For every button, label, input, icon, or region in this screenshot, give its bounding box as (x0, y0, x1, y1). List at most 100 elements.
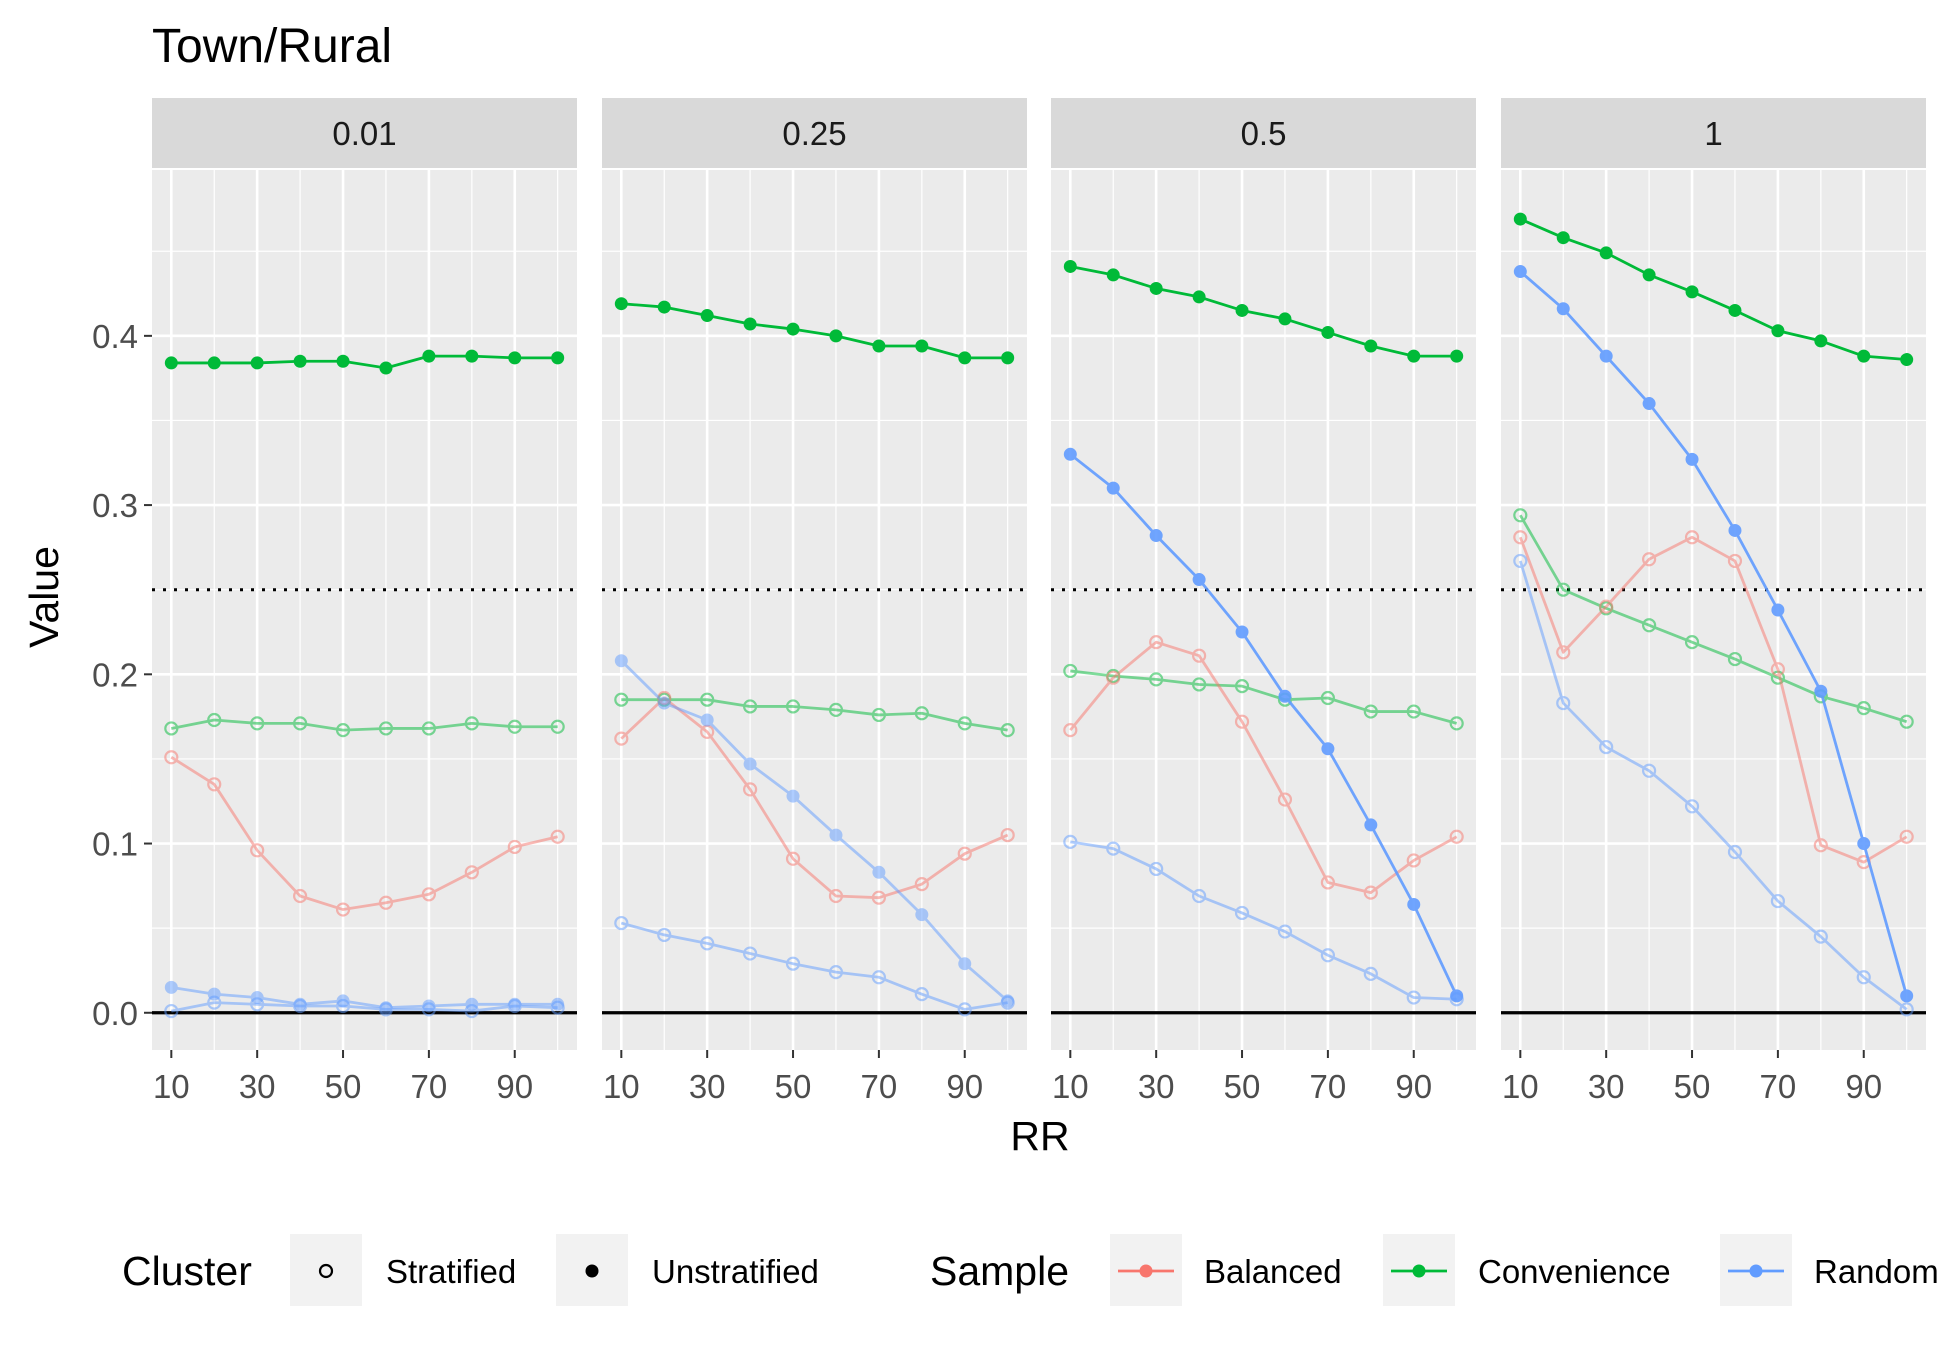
data-point (1106, 670, 1121, 685)
data-point (1513, 212, 1527, 226)
data-point (335, 723, 351, 738)
data-point (207, 356, 221, 370)
data-point (550, 1000, 565, 1015)
data-point (1278, 312, 1292, 326)
data-point (1406, 704, 1421, 719)
data-point (1364, 339, 1378, 353)
data-point (614, 692, 629, 707)
series-balanced-stratified (1513, 530, 1914, 870)
data-point (700, 936, 715, 951)
data-point (1106, 268, 1120, 282)
data-point (551, 351, 565, 365)
panel-0.01: 0.01 10 30 50 70 90 0.0 0.1 0.2 0.3 0.4 (92, 98, 577, 1105)
data-point (785, 699, 801, 714)
data-point (1235, 303, 1249, 317)
series-convenience-unstratified (1063, 259, 1464, 363)
data-point (743, 699, 758, 714)
data-point (1727, 844, 1743, 860)
legend-title-sample: Sample (930, 1248, 1069, 1294)
panel-background (602, 170, 1027, 1050)
legend-key-solid-point (585, 1264, 599, 1278)
data-point (1321, 325, 1335, 339)
data-point (1406, 853, 1421, 868)
data-point (1727, 553, 1743, 569)
data-point (1406, 990, 1421, 1005)
data-point (1513, 530, 1528, 545)
x-tick-label: 70 (861, 1068, 898, 1105)
data-point (1063, 834, 1078, 849)
data-point (378, 1002, 394, 1017)
series-random-unstratified (1513, 265, 1914, 1003)
data-point (1000, 723, 1015, 738)
data-point (614, 654, 628, 668)
data-point (1771, 603, 1785, 617)
data-point (1234, 714, 1250, 729)
data-point (743, 782, 758, 797)
data-point (1192, 648, 1207, 663)
data-point (1063, 259, 1077, 273)
data-point (1277, 792, 1293, 807)
data-point (700, 309, 714, 323)
data-point (335, 998, 351, 1014)
data-point (1513, 553, 1528, 569)
data-point (915, 339, 929, 353)
data-point (421, 721, 436, 736)
x-tick-label: 70 (411, 1068, 448, 1105)
series-convenience-unstratified (164, 349, 565, 375)
data-point (1856, 701, 1871, 716)
data-point (1556, 645, 1571, 660)
series-convenience-stratified (164, 712, 565, 738)
data-point (1106, 481, 1120, 495)
data-point (1642, 268, 1656, 282)
data-point (1556, 231, 1570, 245)
data-point (1771, 324, 1785, 338)
data-point (1063, 447, 1077, 461)
series-line (1070, 840, 1457, 1001)
data-point (1320, 948, 1335, 963)
data-point (1684, 799, 1700, 814)
data-point (250, 997, 265, 1012)
y-tick-label: 0.4 (92, 318, 138, 355)
series-balanced-stratified (1063, 635, 1464, 900)
legend: Cluster Stratified Unstratified Sample Balan… (122, 1234, 1939, 1306)
x-tick-label: 90 (1845, 1068, 1882, 1105)
series-line (1518, 560, 1908, 1011)
data-point (207, 712, 222, 728)
data-point (1106, 841, 1121, 856)
data-point (164, 721, 179, 736)
series-line (621, 302, 1008, 360)
data-point (828, 702, 844, 717)
data-point (1642, 552, 1657, 567)
data-point (1450, 349, 1464, 363)
data-point (785, 956, 801, 971)
y-tick-label: 0.2 (92, 656, 138, 693)
series-line (171, 1001, 558, 1013)
legend-item-balanced: Balanced (1110, 1234, 1342, 1306)
data-point (465, 349, 479, 363)
data-point (1407, 349, 1421, 363)
x-tick-label: 30 (689, 1068, 726, 1105)
data-point (871, 890, 886, 905)
series-line (621, 698, 1008, 732)
data-point (164, 1003, 179, 1019)
strip-background (1051, 98, 1476, 168)
series-line (1070, 669, 1458, 725)
data-point (507, 719, 522, 734)
data-point (335, 902, 351, 917)
data-point (550, 829, 565, 844)
data-point (1728, 303, 1742, 317)
data-point (1556, 695, 1571, 711)
data-point (1192, 888, 1207, 904)
x-tick-label: 10 (153, 1068, 190, 1105)
series-convenience-stratified (1063, 663, 1464, 731)
data-point (1684, 530, 1700, 545)
series-line (1519, 217, 1907, 361)
series-line (1519, 514, 1908, 724)
legend-item-stratified: Stratified (290, 1234, 516, 1306)
data-point (250, 356, 264, 370)
data-point (958, 957, 972, 971)
legend-item-convenience: Convenience (1383, 1234, 1671, 1306)
data-point (464, 1003, 479, 1019)
strip-background (602, 98, 1027, 168)
legend-key-point (1139, 1264, 1153, 1278)
